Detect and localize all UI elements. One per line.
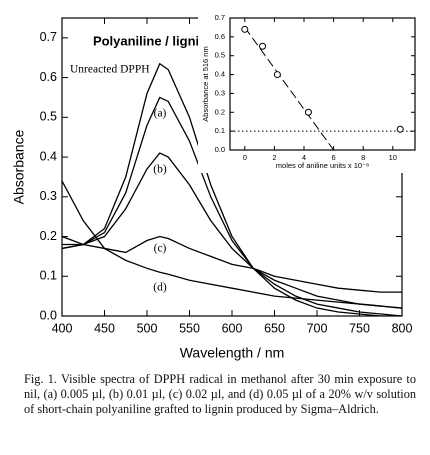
curve-label: (a) xyxy=(154,108,167,120)
plot-frame xyxy=(229,17,416,151)
y-axis-label: Absorbance xyxy=(11,129,27,204)
curve-label: Unreacted DPPH xyxy=(70,64,150,76)
x-tick-label: 450 xyxy=(94,321,115,335)
data-point xyxy=(396,125,404,133)
curve-label: (b) xyxy=(153,164,167,176)
x-tick-label: 500 xyxy=(137,321,158,335)
series-line xyxy=(62,152,402,309)
x-tick-label: 0 xyxy=(243,153,247,162)
x-tick-label: 750 xyxy=(349,321,370,335)
x-tick-label: 10 xyxy=(389,153,397,162)
y-tick-label: 0.1 xyxy=(215,126,225,135)
series-line xyxy=(62,180,402,309)
x-tick-label: 600 xyxy=(222,321,243,335)
caption: Fig. 1. Visible spectra of DPPH radical … xyxy=(24,372,416,416)
y-tick-label: 0.5 xyxy=(215,51,225,60)
x-tick-label: 700 xyxy=(307,321,328,335)
x-tick-label: 8 xyxy=(361,153,365,162)
y-tick-label: 0.2 xyxy=(40,229,57,243)
data-point xyxy=(304,108,312,116)
series-line xyxy=(62,235,402,293)
y-tick-label: 0.5 xyxy=(40,110,57,124)
curve-label: (c) xyxy=(154,243,167,255)
x-tick-label: 800 xyxy=(392,321,413,335)
y-tick-label: 0.0 xyxy=(40,308,57,322)
y-tick-label: 0.1 xyxy=(40,269,57,283)
data-point xyxy=(273,71,281,79)
x-tick-label: 650 xyxy=(264,321,285,335)
series-line xyxy=(62,96,402,316)
x-axis-label: moles of aniline units x 10⁻⁸ xyxy=(276,161,369,170)
figure: 400 450 500 550 600 650 700 750 800 0.0 0.1 0.2 0.3 0… xyxy=(11,13,416,361)
x-tick-label: 2 xyxy=(272,153,276,162)
y-tick-label: 0.4 xyxy=(215,70,225,79)
y-tick-label: 0.3 xyxy=(215,88,225,97)
y-tick-label: 0.7 xyxy=(215,13,225,22)
data-point xyxy=(259,42,267,50)
y-tick-label: 0.2 xyxy=(215,107,225,116)
x-tick-label: 6 xyxy=(332,153,336,162)
chart-title: Polyaniline / lignin xyxy=(93,33,207,48)
series-line xyxy=(62,62,402,316)
curve-label: (d) xyxy=(153,282,167,294)
y-tick-label: 0.6 xyxy=(215,32,225,41)
y-tick-label: 0.7 xyxy=(40,30,57,44)
inset-background xyxy=(198,17,416,173)
y-tick-label: 0.6 xyxy=(40,70,57,84)
y-tick-label: 0.3 xyxy=(40,189,57,203)
y-axis-label: Absorbance at 516 nm xyxy=(201,46,210,121)
x-tick-label: 4 xyxy=(302,153,306,162)
x-tick-label: 400 xyxy=(52,321,73,335)
x-tick-label: 550 xyxy=(179,321,200,335)
y-tick-label: 0.4 xyxy=(40,149,57,163)
data-point xyxy=(241,25,249,33)
y-tick-label: 0.0 xyxy=(215,145,225,154)
x-axis-label: Wavelength / nm xyxy=(180,345,285,361)
